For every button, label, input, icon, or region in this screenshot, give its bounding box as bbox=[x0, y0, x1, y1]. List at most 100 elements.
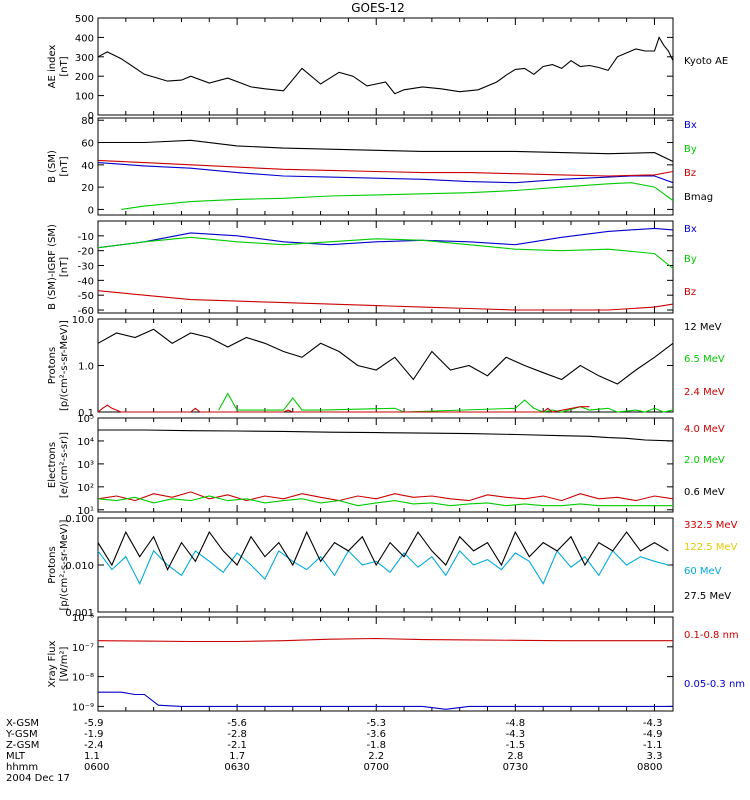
y-tick-label: 60 bbox=[81, 139, 94, 150]
series-line-bz bbox=[97, 290, 674, 311]
x-axis-value: 2.8 bbox=[507, 751, 523, 762]
y-tick-label: 200 bbox=[75, 72, 94, 83]
x-axis-row-label: 2004 Dec 17 bbox=[6, 773, 70, 784]
y-tick-label: 10⁻⁷ bbox=[72, 643, 94, 654]
series-line-by bbox=[121, 182, 674, 210]
x-axis-value: -4.3 bbox=[643, 718, 663, 729]
y-axis-label: [e/(cm²-s-sr)] bbox=[59, 432, 70, 498]
x-axis-value: -4.8 bbox=[506, 718, 526, 729]
y-tick-label: 10⁵ bbox=[77, 414, 94, 425]
x-axis-row-label: X-GSM bbox=[6, 718, 39, 729]
panel-frame bbox=[97, 318, 674, 413]
series-line-4-0-mev bbox=[97, 491, 674, 502]
series-line-12-mev bbox=[97, 328, 674, 385]
y-axis-label: AE index bbox=[47, 45, 58, 89]
y-tick-label: -40 bbox=[78, 276, 94, 287]
y-tick-label: -10 bbox=[78, 232, 94, 243]
panel-protons: 0.1 1.0 10.0 Protons [p/(cm²-s-sr-MeV)] 12 Me… bbox=[47, 315, 725, 419]
x-axis-value: -4.3 bbox=[506, 729, 526, 740]
y-axis-label: Electrons bbox=[47, 442, 58, 488]
legend-entry: 27.5 MeV bbox=[684, 591, 731, 602]
y-axis-label: [p/(cm²-s-sr-MeV)] bbox=[59, 320, 70, 411]
panel-b: 0 20 40 60 80 B (SM) [nT] Bx By Bz Bmag bbox=[47, 116, 713, 216]
y-tick-label: 10² bbox=[77, 483, 94, 494]
panel-frame bbox=[97, 117, 674, 216]
panel-frame bbox=[97, 616, 674, 712]
y-tick-label: 10³ bbox=[77, 460, 94, 471]
panel-frame bbox=[97, 517, 674, 613]
y-tick-label: -60 bbox=[78, 306, 94, 317]
series-line-0-6-mev bbox=[98, 429, 674, 442]
legend-entry: Bmag bbox=[684, 192, 713, 203]
y-tick-label: 0 bbox=[88, 205, 94, 216]
x-axis-value: -4.9 bbox=[643, 729, 663, 740]
legend-entry: 2.4 MeV bbox=[684, 387, 725, 398]
y-tick-label: 0.1 bbox=[78, 408, 94, 419]
legend-entry: 4.0 MeV bbox=[684, 424, 725, 435]
panel-frame bbox=[97, 17, 674, 116]
x-axis-value: -5.3 bbox=[366, 718, 386, 729]
y-tick-label: 0.100 bbox=[65, 514, 94, 525]
y-axis-label: Protons bbox=[47, 347, 58, 384]
y-tick-label: 1.0 bbox=[78, 362, 94, 373]
series-line-bx bbox=[97, 162, 674, 184]
y-tick-label: 100 bbox=[75, 92, 94, 103]
y-tick-label: 10⁻⁹ bbox=[72, 702, 94, 713]
y-axis-label: [nT] bbox=[59, 257, 70, 277]
legend-entry: 0.05-0.3 nm bbox=[684, 679, 745, 690]
series-line-27-5-mev bbox=[97, 530, 669, 571]
panel-ae: 0 100 200 300 400 500 AE index [nT] Kyoto AE bbox=[47, 14, 728, 122]
y-axis-label: [p/(cm²-s-sr-MeV)] bbox=[59, 519, 70, 610]
x-axis-value: -2.1 bbox=[227, 740, 247, 751]
series-line-by bbox=[97, 236, 674, 269]
x-axis-value: 1.1 bbox=[84, 751, 100, 762]
series-line-kyoto-ae bbox=[97, 36, 674, 95]
y-tick-label: 0.001 bbox=[65, 608, 94, 619]
y-tick-label: 10¹ bbox=[77, 506, 94, 517]
x-axis-value: -3.6 bbox=[366, 729, 386, 740]
y-tick-label: -20 bbox=[78, 247, 94, 258]
panel-frame bbox=[97, 417, 674, 513]
y-tick-label: -50 bbox=[78, 291, 94, 302]
series-line-bz bbox=[97, 159, 674, 177]
y-tick-label: 300 bbox=[75, 53, 94, 64]
y-tick-label: 80 bbox=[81, 116, 94, 127]
x-axis-value: 1.7 bbox=[229, 751, 245, 762]
panel-frame bbox=[97, 220, 674, 314]
x-axis-value: 0630 bbox=[224, 762, 249, 773]
series-line-6-5-mev bbox=[218, 392, 674, 413]
x-axis-value: 2.2 bbox=[368, 751, 384, 762]
legend-entry: Bx bbox=[684, 120, 697, 131]
panel-xray: 10⁻⁹ 10⁻⁸ 10⁻⁷ 10⁻⁶ Xray Flux [W/m²] 0.1-0.8 n… bbox=[47, 613, 745, 713]
y-tick-label: 10⁻⁶ bbox=[72, 613, 94, 624]
series-line-0-1-0-8-nm bbox=[97, 637, 673, 643]
legend-entry: 6.5 MeV bbox=[684, 354, 725, 365]
legend-entry: 0.1-0.8 nm bbox=[684, 630, 739, 641]
legend-entry: Kyoto AE bbox=[684, 56, 728, 67]
y-axis-label: Xray Flux bbox=[47, 640, 58, 687]
legend-entry: 12 MeV bbox=[684, 322, 722, 333]
legend-entry: Bz bbox=[684, 287, 696, 298]
x-axis-row-label: hhmm bbox=[6, 762, 38, 773]
y-tick-label: 0.010 bbox=[65, 561, 94, 572]
series-line-bmag bbox=[98, 139, 674, 162]
x-axis-value: -2.4 bbox=[84, 740, 104, 751]
legend-entry: By bbox=[684, 144, 697, 155]
series-line-60-mev bbox=[97, 549, 669, 585]
x-axis-value: -5.6 bbox=[227, 718, 247, 729]
y-tick-label: -30 bbox=[78, 262, 94, 273]
x-axis-row-label: Y-GSM bbox=[5, 729, 38, 740]
y-tick-label: 20 bbox=[81, 183, 94, 194]
legend-entry: 2.0 MeV bbox=[684, 455, 725, 466]
y-axis-label: [nT] bbox=[59, 56, 70, 76]
y-tick-label: 10⁴ bbox=[77, 437, 94, 448]
x-axis-value: 0800 bbox=[637, 762, 662, 773]
y-axis-label: B (SM)-IGRF (SM) bbox=[47, 224, 58, 310]
chart-title: GOES-12 bbox=[351, 1, 405, 15]
y-tick-label: 500 bbox=[75, 14, 94, 25]
y-tick-label: 0 bbox=[88, 111, 94, 122]
panel-bt: -60 -50 -40 -30 -20 -10 B (SM)-IGRF (SM) [nT] Bx… bbox=[47, 220, 697, 317]
y-tick-label: 10.0 bbox=[72, 315, 94, 326]
legend-entry: 0.6 MeV bbox=[684, 487, 725, 498]
